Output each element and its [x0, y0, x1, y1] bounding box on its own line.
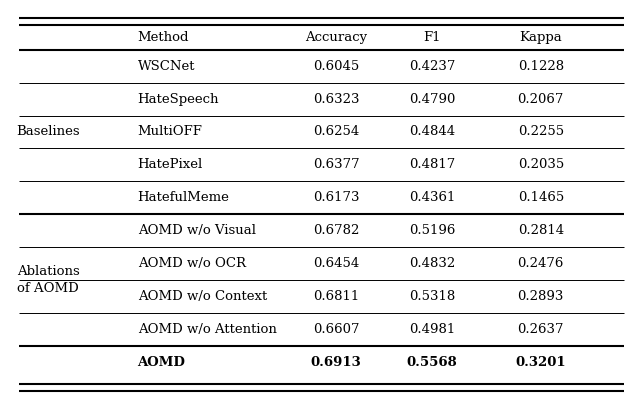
Text: 0.2067: 0.2067 — [518, 93, 564, 106]
Text: Ablations
of AOMD: Ablations of AOMD — [17, 265, 79, 295]
Text: 0.2476: 0.2476 — [518, 257, 564, 270]
Text: F1: F1 — [423, 31, 441, 44]
Text: AOMD: AOMD — [138, 356, 186, 369]
Text: AOMD w/o Context: AOMD w/o Context — [138, 290, 267, 303]
Text: HatePixel: HatePixel — [138, 158, 203, 171]
Text: 0.6454: 0.6454 — [313, 257, 359, 270]
Text: 0.6377: 0.6377 — [313, 158, 359, 171]
Text: 0.6323: 0.6323 — [313, 93, 359, 106]
Text: 0.2255: 0.2255 — [518, 126, 564, 138]
Text: 0.4844: 0.4844 — [409, 126, 455, 138]
Text: 0.5318: 0.5318 — [409, 290, 455, 303]
Text: MultiOFF: MultiOFF — [138, 126, 202, 138]
Text: HateSpeech: HateSpeech — [138, 93, 219, 106]
Text: 0.6782: 0.6782 — [313, 224, 359, 237]
Text: 0.2637: 0.2637 — [518, 323, 564, 336]
Text: AOMD w/o OCR: AOMD w/o OCR — [138, 257, 246, 270]
Text: 0.6607: 0.6607 — [313, 323, 359, 336]
Text: 0.4981: 0.4981 — [409, 323, 455, 336]
Text: AOMD w/o Attention: AOMD w/o Attention — [138, 323, 276, 336]
Text: 0.4832: 0.4832 — [409, 257, 455, 270]
Text: 0.4790: 0.4790 — [409, 93, 455, 106]
Text: WSCNet: WSCNet — [138, 60, 195, 73]
Text: Accuracy: Accuracy — [305, 31, 367, 44]
Text: HatefulMeme: HatefulMeme — [138, 191, 230, 204]
Text: 0.6811: 0.6811 — [313, 290, 359, 303]
Text: 0.2814: 0.2814 — [518, 224, 564, 237]
Text: 0.1228: 0.1228 — [518, 60, 564, 73]
Text: 0.5196: 0.5196 — [409, 224, 455, 237]
Text: 0.6173: 0.6173 — [313, 191, 359, 204]
Text: 0.1465: 0.1465 — [518, 191, 564, 204]
Text: 0.4817: 0.4817 — [409, 158, 455, 171]
Text: 0.4361: 0.4361 — [409, 191, 455, 204]
Text: 0.4237: 0.4237 — [409, 60, 455, 73]
Text: 0.6913: 0.6913 — [310, 356, 362, 369]
Text: Baselines: Baselines — [16, 126, 80, 138]
Text: Kappa: Kappa — [520, 31, 562, 44]
Text: 0.5568: 0.5568 — [406, 356, 458, 369]
Text: AOMD w/o Visual: AOMD w/o Visual — [138, 224, 255, 237]
Text: 0.2035: 0.2035 — [518, 158, 564, 171]
Text: 0.6254: 0.6254 — [313, 126, 359, 138]
Text: Method: Method — [138, 31, 189, 44]
Text: 0.3201: 0.3201 — [515, 356, 566, 369]
Text: 0.2893: 0.2893 — [518, 290, 564, 303]
Text: 0.6045: 0.6045 — [313, 60, 359, 73]
